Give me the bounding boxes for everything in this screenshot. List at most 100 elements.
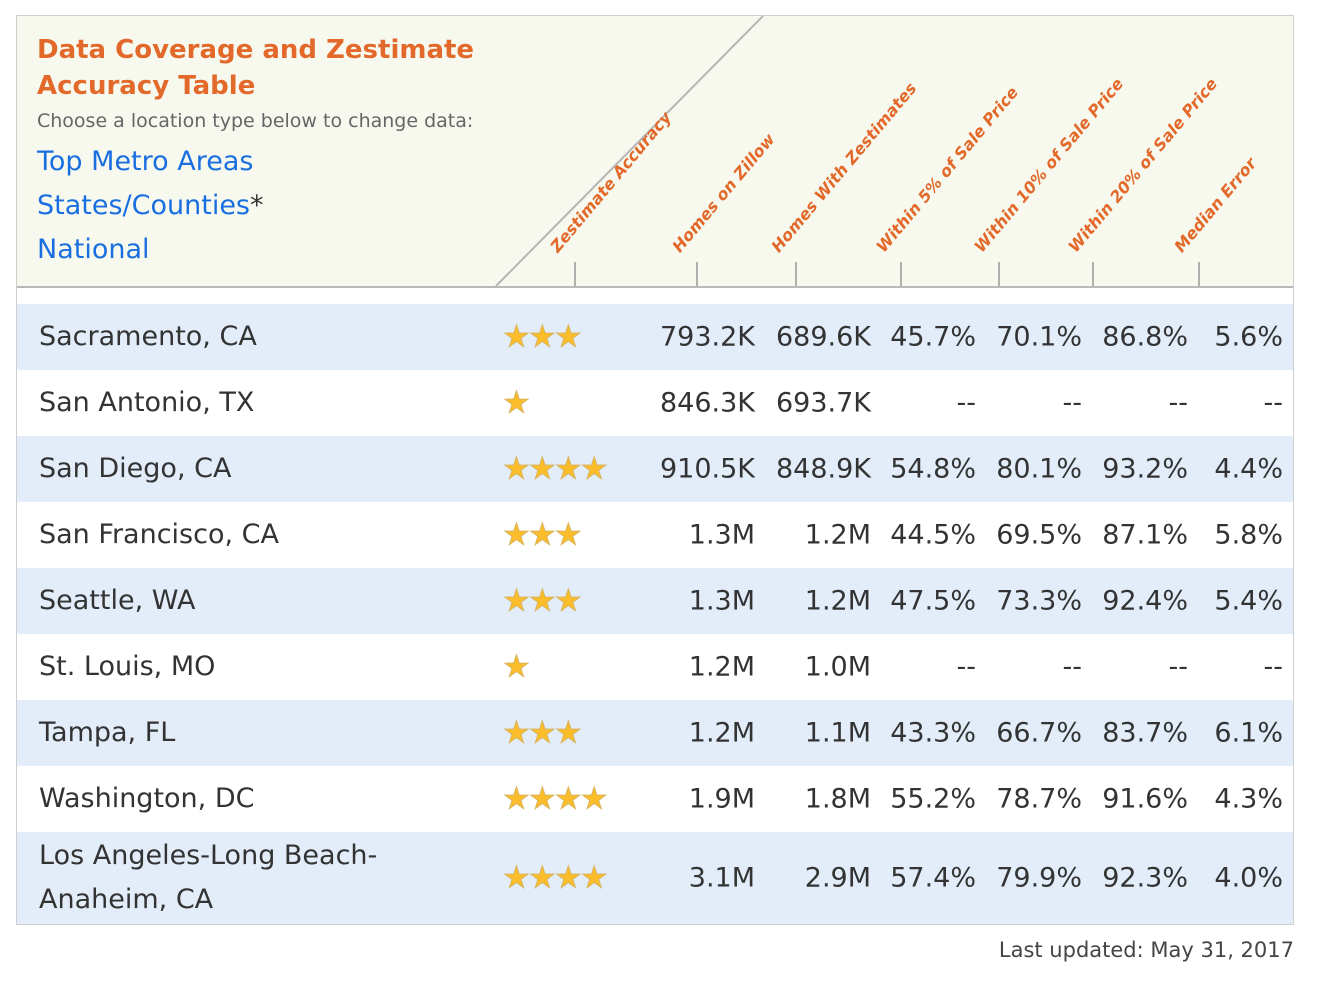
cell-w5: 47.5%	[890, 585, 976, 617]
table-row[interactable]: San Diego, CA ★★★★ 910.5K 848.9K 54.8% 80.1% 9…	[17, 436, 1293, 502]
location-name[interactable]: St. Louis, MO	[39, 651, 216, 682]
cell-median: 6.1%	[1214, 717, 1283, 749]
star-icon: ★	[528, 781, 556, 817]
cell-zestimates: 1.0M	[804, 651, 871, 683]
cell-w10: --	[1062, 387, 1083, 419]
table-row[interactable]: Los Angeles-Long Beach-Anaheim, CA ★★★★ 3.…	[17, 832, 1293, 924]
cell-homes: 1.2M	[688, 651, 755, 683]
star-icon: ★	[528, 860, 556, 896]
star-icon: ★	[503, 860, 531, 896]
table-row[interactable]: Washington, DC ★★★★ 1.9M 1.8M 55.2% 78.7% 91.6…	[17, 766, 1293, 832]
star-icon: ★	[554, 319, 582, 355]
star-rating: ★★★	[503, 715, 583, 751]
star-rating: ★	[503, 385, 531, 421]
star-rating: ★	[503, 649, 531, 685]
cell-zestimates: 1.2M	[804, 519, 871, 551]
star-icon: ★	[528, 451, 556, 487]
star-icon: ★	[503, 385, 531, 421]
cell-w5: 45.7%	[890, 321, 976, 353]
table-row[interactable]: San Francisco, CA ★★★ 1.3M 1.2M 44.5% 69.5% 87…	[17, 502, 1293, 568]
cell-homes: 1.3M	[688, 519, 755, 551]
cell-homes: 1.2M	[688, 717, 755, 749]
cell-homes: 3.1M	[688, 862, 755, 894]
last-updated: Last updated: May 31, 2017	[998, 938, 1294, 962]
location-name[interactable]: Los Angeles-Long Beach-Anaheim, CA	[39, 840, 378, 915]
location-name[interactable]: San Diego, CA	[39, 453, 232, 484]
location-name[interactable]: San Francisco, CA	[39, 519, 279, 550]
diagonal-divider	[495, 16, 764, 286]
cell-median: --	[1263, 387, 1284, 419]
star-rating: ★★★★	[503, 860, 609, 896]
star-icon: ★	[528, 319, 556, 355]
cell-zestimates: 693.7K	[775, 387, 871, 419]
cell-zestimates: 1.8M	[804, 783, 871, 815]
cell-w20: --	[1168, 387, 1189, 419]
cell-w20: 83.7%	[1102, 717, 1188, 749]
table-row[interactable]: Tampa, FL ★★★ 1.2M 1.1M 43.3% 66.7% 83.7% 6.1%	[17, 700, 1293, 766]
cell-homes: 846.3K	[659, 387, 755, 419]
link-national[interactable]: National	[37, 234, 150, 265]
cell-w10: --	[1062, 651, 1083, 683]
table-row[interactable]: Sacramento, CA ★★★ 793.2K 689.6K 45.7% 70.1% 8…	[17, 304, 1293, 370]
accuracy-table: Data Coverage and Zestimate Accuracy Tab…	[16, 15, 1294, 925]
star-icon: ★	[554, 583, 582, 619]
subtitle: Choose a location type below to change d…	[37, 110, 474, 132]
cell-w20: 87.1%	[1102, 519, 1188, 551]
cell-w20: 91.6%	[1102, 783, 1188, 815]
location-name[interactable]: San Antonio, TX	[39, 387, 255, 418]
cell-w20: 92.4%	[1102, 585, 1188, 617]
link-top-metro-areas[interactable]: Top Metro Areas	[37, 146, 254, 177]
page-title: Data Coverage and Zestimate Accuracy Tab…	[37, 35, 475, 101]
table-row[interactable]: Seattle, WA ★★★ 1.3M 1.2M 47.5% 73.3% 92.4% 5.4…	[17, 568, 1293, 634]
star-rating: ★★★★	[503, 781, 609, 817]
star-rating: ★★★	[503, 583, 583, 619]
table-header: Data Coverage and Zestimate Accuracy Tab…	[17, 16, 1293, 288]
header-lines	[495, 16, 1200, 286]
location-name[interactable]: Washington, DC	[39, 783, 255, 814]
star-icon: ★	[503, 649, 531, 685]
cell-w10: 69.5%	[996, 519, 1082, 551]
star-icon: ★	[554, 860, 582, 896]
cell-w5: 57.4%	[890, 862, 976, 894]
asterisk: *	[250, 190, 264, 221]
table-row[interactable]: San Antonio, TX ★ 846.3K 693.7K -- -- -- --	[17, 370, 1293, 436]
star-icon: ★	[554, 517, 582, 553]
location-name[interactable]: Tampa, FL	[39, 717, 176, 748]
cell-median: 5.6%	[1214, 321, 1283, 353]
cell-zestimates: 848.9K	[775, 453, 871, 485]
star-icon: ★	[554, 451, 582, 487]
link-states-counties[interactable]: States/Counties*	[37, 190, 264, 221]
cell-w10: 70.1%	[996, 321, 1082, 353]
cell-homes: 910.5K	[659, 453, 755, 485]
cell-w10: 78.7%	[996, 783, 1082, 815]
location-name[interactable]: Seattle, WA	[39, 585, 196, 616]
star-icon: ★	[528, 715, 556, 751]
cell-median: 4.4%	[1214, 453, 1283, 485]
cell-median: 4.0%	[1214, 862, 1283, 894]
cell-w5: 44.5%	[890, 519, 976, 551]
cell-w20: 92.3%	[1102, 862, 1188, 894]
cell-w20: 93.2%	[1102, 453, 1188, 485]
cell-zestimates: 689.6K	[775, 321, 871, 353]
link-label[interactable]: States/Counties	[37, 190, 250, 221]
cell-w5: 55.2%	[890, 783, 976, 815]
star-icon: ★	[503, 583, 531, 619]
table-row[interactable]: St. Louis, MO ★ 1.2M 1.0M -- -- -- --	[17, 634, 1293, 700]
star-rating: ★★★★	[503, 451, 609, 487]
cell-w5: --	[956, 651, 977, 683]
star-icon: ★	[528, 583, 556, 619]
cell-zestimates: 1.2M	[804, 585, 871, 617]
cell-median: 5.8%	[1214, 519, 1283, 551]
star-icon: ★	[503, 781, 531, 817]
star-icon: ★	[554, 781, 582, 817]
star-rating: ★★★	[503, 319, 583, 355]
cell-homes: 793.2K	[659, 321, 755, 353]
cell-w20: 86.8%	[1102, 321, 1188, 353]
cell-w5: 54.8%	[890, 453, 976, 485]
cell-w5: 43.3%	[890, 717, 976, 749]
cell-median: 5.4%	[1214, 585, 1283, 617]
cell-w10: 80.1%	[996, 453, 1082, 485]
cell-w10: 79.9%	[996, 862, 1082, 894]
star-icon: ★	[503, 715, 531, 751]
location-name[interactable]: Sacramento, CA	[39, 321, 257, 352]
